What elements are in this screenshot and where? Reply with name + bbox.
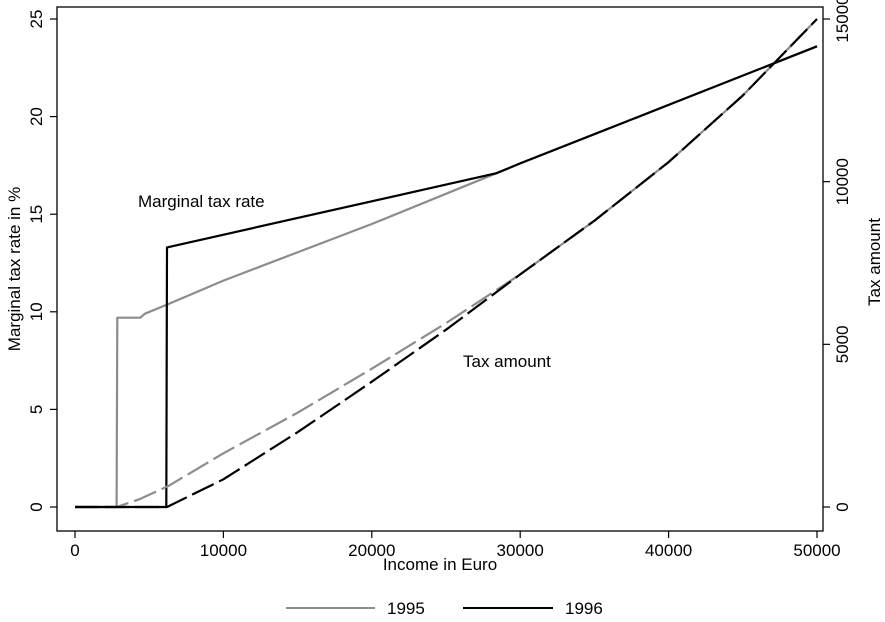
y-left-tick-label: 10 <box>27 302 46 321</box>
y-left-tick-label: 0 <box>27 502 46 511</box>
x-tick-label: 50000 <box>793 541 840 560</box>
legend: 1995 1996 <box>286 599 603 618</box>
series-1995-marginal-rate-line <box>75 45 818 509</box>
y-right-tick-label: 10000 <box>833 158 852 205</box>
y-left-tick-label: 20 <box>27 107 46 126</box>
marks-layer <box>75 18 818 509</box>
y-left-tick-label: 15 <box>27 205 46 224</box>
x-tick-label: 20000 <box>348 541 395 560</box>
annotation-marginal-tax-rate: Marginal tax rate <box>138 192 265 211</box>
axes-layer: 0 10000 20000 30000 40000 50000 0 5 10 15 20 25 0 500… <box>27 0 852 560</box>
annotation-tax-amount: Tax amount <box>463 352 551 371</box>
plot-frame <box>56 6 824 532</box>
x-tick-label: 30000 <box>497 541 544 560</box>
x-tick-label: 10000 <box>200 541 247 560</box>
y-left-tick-label: 25 <box>27 10 46 29</box>
legend-label-1996: 1996 <box>565 599 603 618</box>
x-tick-label: 40000 <box>645 541 692 560</box>
y-axis-left-title: Marginal tax rate in % <box>5 187 24 351</box>
series-1996-marginal-rate-line <box>75 45 818 509</box>
legend-label-1995: 1995 <box>387 599 425 618</box>
series-1996-tax-amount-line <box>75 18 818 509</box>
series-1995-tax-amount-line <box>75 18 818 509</box>
y-right-tick-label: 5000 <box>833 325 852 363</box>
y-left-tick-label: 5 <box>27 405 46 414</box>
y-right-tick-label: 0 <box>833 502 852 511</box>
y-axis-right-title: Tax amount <box>865 218 884 306</box>
x-axis-title: Income in Euro <box>383 555 497 574</box>
y-right-tick-label: 15000 <box>833 0 852 43</box>
x-tick-label: 0 <box>70 541 79 560</box>
